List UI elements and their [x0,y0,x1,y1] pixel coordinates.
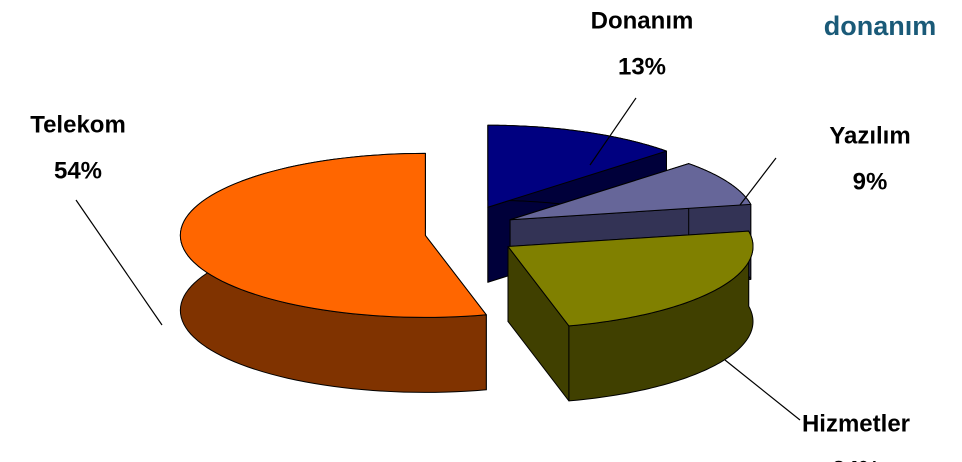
category-label: Yazılım [829,122,910,149]
category-label: Telekom [30,111,126,138]
leader-line [724,359,801,421]
category-label: Donanım [591,7,694,34]
slice-top [487,124,667,208]
category-label: Hizmetler [802,410,910,437]
value-label: 13% [618,53,666,80]
leader-line [589,97,637,166]
value-label: 9% [853,168,888,195]
leader-line [739,157,777,206]
value-label: 54% [54,157,102,184]
leader-line [75,199,163,326]
slice-top [179,152,487,318]
annotation: donanım [824,11,937,41]
slice [507,230,754,402]
value-label: 24% [832,456,880,462]
slice-top [507,230,754,327]
slice [179,152,487,393]
